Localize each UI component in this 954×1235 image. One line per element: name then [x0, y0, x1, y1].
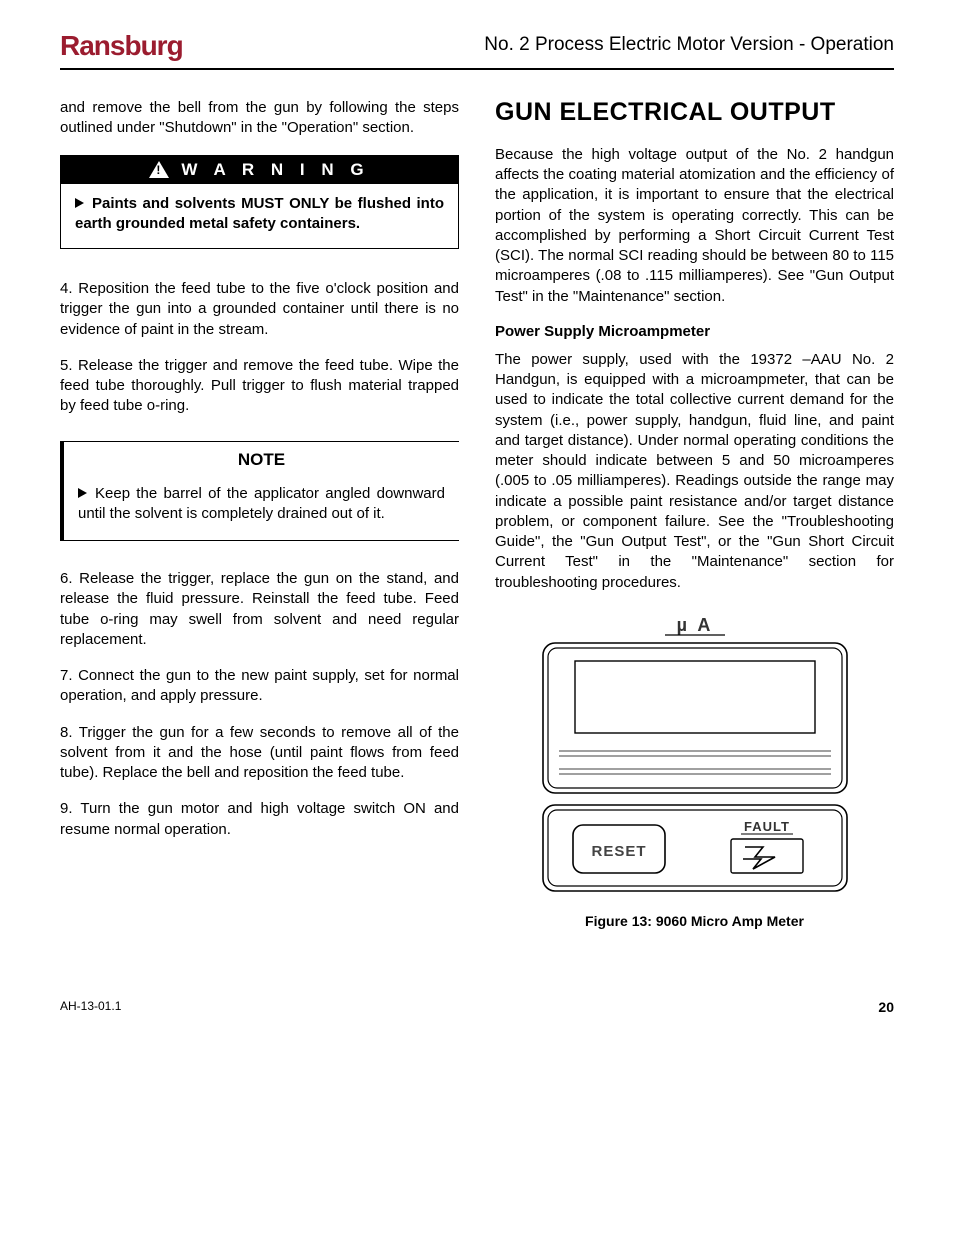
- warning-header: W A R N I N G: [61, 156, 458, 184]
- note-title: NOTE: [78, 450, 445, 470]
- intro-paragraph: and remove the bell from the gun by foll…: [60, 98, 459, 139]
- step-5: 5. Release the trigger and remove the fe…: [60, 356, 459, 417]
- arrow-icon: [75, 195, 92, 212]
- page-header: Ransburg No. 2 Process Electric Motor Ve…: [60, 30, 894, 70]
- warning-label: W A R N I N G: [181, 160, 369, 180]
- reset-label: RESET: [591, 843, 646, 860]
- step-6: 6. Release the trigger, replace the gun …: [60, 569, 459, 650]
- step-8: 8. Trigger the gun for a few seconds to …: [60, 723, 459, 784]
- right-p2: The power supply, used with the 19372 –A…: [495, 350, 894, 593]
- fault-label: FAULT: [744, 819, 790, 834]
- step-9: 9. Turn the gun motor and high voltage s…: [60, 799, 459, 840]
- figure-13: µ A RESET FAULT: [495, 613, 894, 929]
- section-heading: GUN ELECTRICAL OUTPUT: [495, 98, 894, 127]
- unit-label: µ A: [676, 615, 713, 635]
- step-4: 4. Reposition the feed tube to the five …: [60, 279, 459, 340]
- content-columns: and remove the bell from the gun by foll…: [60, 98, 894, 929]
- note-text: Keep the barrel of the applicator angled…: [78, 485, 445, 522]
- warning-text: Paints and solvents MUST ONLY be flushed…: [75, 195, 444, 232]
- arrow-icon: [78, 485, 95, 502]
- warning-body: Paints and solvents MUST ONLY be flushed…: [61, 184, 458, 249]
- doc-id: AH-13-01.1: [60, 999, 121, 1015]
- page-number: 20: [878, 999, 894, 1015]
- warning-box: W A R N I N G Paints and solvents MUST O…: [60, 155, 459, 250]
- meter-diagram: µ A RESET FAULT: [535, 613, 855, 903]
- figure-caption: Figure 13: 9060 Micro Amp Meter: [495, 913, 894, 929]
- page-footer: AH-13-01.1 20: [60, 999, 894, 1015]
- right-p1: Because the high voltage output of the N…: [495, 145, 894, 307]
- note-body: Keep the barrel of the applicator angled…: [78, 484, 445, 525]
- note-box: NOTE Keep the barrel of the applicator a…: [60, 441, 459, 542]
- warning-icon: [149, 161, 169, 178]
- brand-logo: Ransburg: [60, 30, 183, 62]
- right-column: GUN ELECTRICAL OUTPUT Because the high v…: [495, 98, 894, 929]
- page-title: No. 2 Process Electric Motor Version - O…: [484, 30, 894, 56]
- subheading: Power Supply Microampmeter: [495, 323, 894, 340]
- step-7: 7. Connect the gun to the new paint supp…: [60, 666, 459, 707]
- left-column: and remove the bell from the gun by foll…: [60, 98, 459, 929]
